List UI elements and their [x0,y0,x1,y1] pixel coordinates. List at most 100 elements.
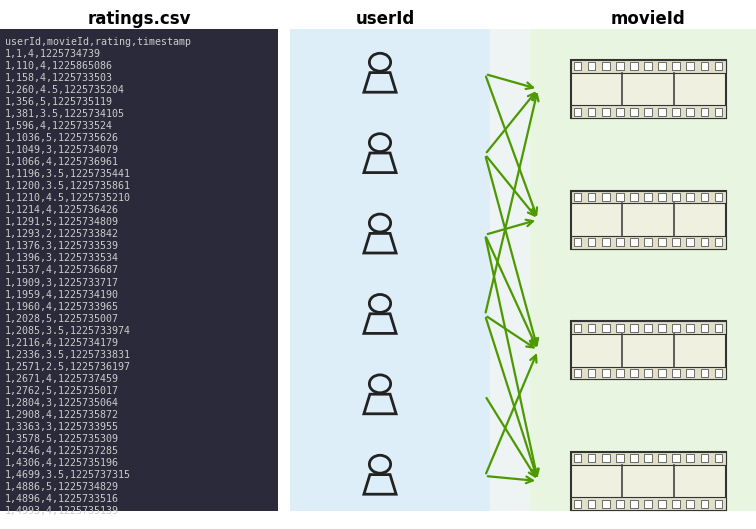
Bar [574,454,581,462]
Bar [672,193,680,201]
Bar [0,29,278,511]
Text: 1,356,5,1225735119: 1,356,5,1225735119 [5,97,113,107]
Bar [630,108,638,115]
Bar [616,454,624,462]
Bar [701,193,708,201]
Bar [602,454,609,462]
Text: 1,1376,3,1225733539: 1,1376,3,1225733539 [5,241,119,251]
Text: 1,1196,3.5,1225735441: 1,1196,3.5,1225735441 [5,169,131,179]
Bar [602,239,609,246]
Bar [714,108,722,115]
Bar [630,369,638,377]
Bar [616,193,624,201]
Bar [602,369,609,377]
Text: 1,260,4.5,1225735204: 1,260,4.5,1225735204 [5,85,125,95]
Text: 1,1396,3,1225733534: 1,1396,3,1225733534 [5,253,119,263]
Bar [714,369,722,377]
Bar [714,193,722,201]
Bar [290,29,490,511]
Text: 1,2671,4,1225737459: 1,2671,4,1225737459 [5,373,119,384]
Bar [658,62,666,70]
Bar [644,108,652,115]
Bar [644,369,652,377]
Bar [571,60,726,73]
Bar [574,62,581,70]
Bar [571,321,726,334]
Bar [672,454,680,462]
Bar [571,236,726,249]
Text: 1,158,4,1225733503: 1,158,4,1225733503 [5,73,113,83]
Bar [714,62,722,70]
Bar [616,369,624,377]
Text: 1,1214,4,1225736426: 1,1214,4,1225736426 [5,205,119,215]
Bar [701,62,708,70]
Bar [701,239,708,246]
Text: 1,3363,3,1225733955: 1,3363,3,1225733955 [5,422,119,432]
Bar [714,500,722,508]
Text: 1,1960,4,1225733965: 1,1960,4,1225733965 [5,302,119,312]
Bar [701,108,708,115]
Bar [701,324,708,332]
Bar [574,369,581,377]
Bar [701,500,708,508]
Bar [602,108,609,115]
Bar [644,193,652,201]
Text: 1,4699,3.5,1225737315: 1,4699,3.5,1225737315 [5,470,131,480]
Text: 1,2085,3.5,1225733974: 1,2085,3.5,1225733974 [5,326,131,335]
Text: ratings.csv: ratings.csv [87,10,191,28]
Bar [658,454,666,462]
Bar [616,239,624,246]
Bar [644,324,652,332]
Bar [490,29,530,511]
Bar [686,239,694,246]
Text: 1,4886,5,1225734829: 1,4886,5,1225734829 [5,482,119,492]
Text: 1,596,4,1225733524: 1,596,4,1225733524 [5,121,113,131]
Bar [616,324,624,332]
Text: 1,1036,5,1225735626: 1,1036,5,1225735626 [5,133,119,143]
Bar [714,324,722,332]
Bar [686,369,694,377]
Text: 1,4306,4,1225735196: 1,4306,4,1225735196 [5,458,119,468]
Text: 1,1200,3.5,1225735861: 1,1200,3.5,1225735861 [5,181,131,191]
Bar [630,62,638,70]
Bar [588,500,596,508]
Bar [658,193,666,201]
Bar [630,193,638,201]
Bar [616,62,624,70]
Bar [672,500,680,508]
Bar [686,500,694,508]
Bar [672,239,680,246]
Bar [571,190,726,204]
Text: movieId: movieId [611,10,686,28]
Text: 1,1,4,1225734739: 1,1,4,1225734739 [5,49,101,59]
Bar [672,62,680,70]
Text: 1,1049,3,1225734079: 1,1049,3,1225734079 [5,145,119,155]
Bar [602,193,609,201]
Text: 1,2336,3.5,1225733831: 1,2336,3.5,1225733831 [5,350,131,360]
Bar [571,497,726,510]
Text: 1,1066,4,1225736961: 1,1066,4,1225736961 [5,157,119,167]
Text: 1,2116,4,1225734179: 1,2116,4,1225734179 [5,338,119,348]
Bar [588,193,596,201]
Bar [714,454,722,462]
Text: 1,2571,2.5,1225736197: 1,2571,2.5,1225736197 [5,362,131,372]
Bar [588,239,596,246]
Text: 1,2908,4,1225735872: 1,2908,4,1225735872 [5,410,119,420]
Text: 1,4246,4,1225737285: 1,4246,4,1225737285 [5,446,119,456]
Bar [672,324,680,332]
Bar [672,108,680,115]
Text: 1,4896,4,1225733516: 1,4896,4,1225733516 [5,494,119,504]
Text: 1,2028,5,1225735007: 1,2028,5,1225735007 [5,314,119,324]
Bar [686,454,694,462]
Bar [602,324,609,332]
Bar [530,29,756,511]
Bar [672,369,680,377]
Bar [588,369,596,377]
Text: userId: userId [355,10,414,28]
Bar [574,500,581,508]
Bar [644,62,652,70]
Bar [574,193,581,201]
Text: 1,3578,5,1225735309: 1,3578,5,1225735309 [5,434,119,444]
Text: 1,110,4,1225865086: 1,110,4,1225865086 [5,61,113,71]
Bar [658,369,666,377]
